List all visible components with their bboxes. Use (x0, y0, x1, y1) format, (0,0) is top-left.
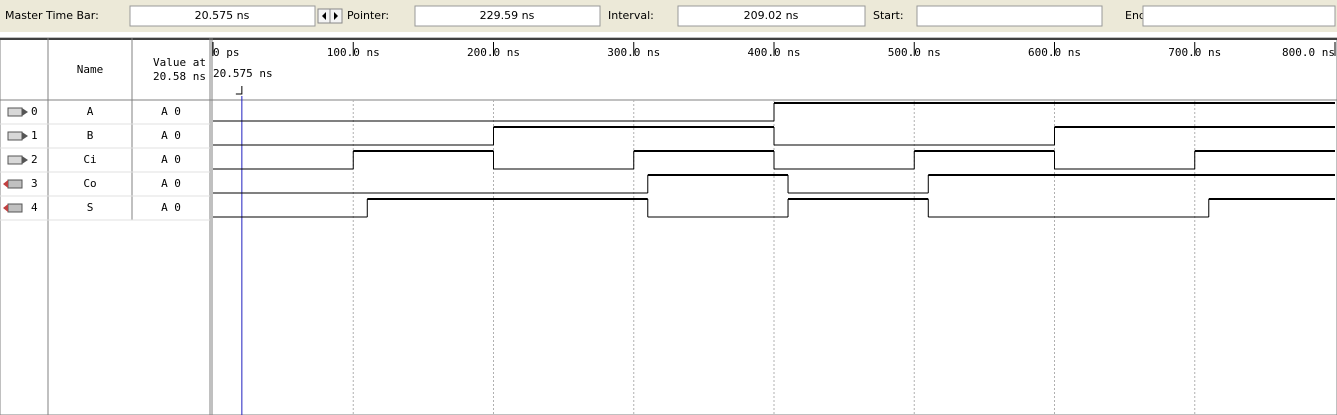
pin-icon (7, 155, 23, 165)
name-header: Name (77, 63, 104, 76)
pin-icon (7, 107, 23, 117)
value-header: 20.58 ns (153, 70, 206, 83)
tick-label: 600.0 ns (1028, 46, 1081, 59)
pin-arrow (22, 108, 28, 116)
tick-label: 100.0 ns (327, 46, 380, 59)
interval-label: Interval: (608, 9, 654, 22)
signal-value: A 0 (161, 129, 181, 142)
signal-name: Ci (83, 153, 96, 166)
pin-icon (7, 131, 23, 141)
tick-label: 300.0 ns (607, 46, 660, 59)
tick-label: 400.0 ns (748, 46, 801, 59)
pin-index: 4 (31, 201, 38, 214)
grid-frame (0, 37, 1337, 415)
tick-label: 0 ps (213, 46, 240, 59)
signal-value: A 0 (161, 201, 181, 214)
master-value: 20.575 ns (195, 9, 250, 22)
tick-label: 500.0 ns (888, 46, 941, 59)
pin-arrow (3, 180, 8, 188)
value-header: Value at (153, 56, 206, 69)
signal-name: A (87, 105, 94, 118)
tick-label: 700.0 ns (1168, 46, 1221, 59)
pointer-value: 229.59 ns (480, 9, 535, 22)
pin-index: 1 (31, 129, 38, 142)
pin-index: 0 (31, 105, 38, 118)
signal-name: B (87, 129, 94, 142)
prev-arrow (322, 12, 326, 20)
pointer-box[interactable] (414, 5, 601, 27)
pin-arrow (3, 204, 8, 212)
pin-arrow (22, 156, 28, 164)
pin-index: 2 (31, 153, 38, 166)
signal-value: A 0 (161, 153, 181, 166)
pin-arrow (22, 132, 28, 140)
signal-value: A 0 (161, 105, 181, 118)
cursor-label: 20.575 ns (213, 67, 273, 80)
interval-box[interactable] (677, 5, 866, 27)
pin-icon (7, 203, 23, 213)
tick-label: 200.0 ns (467, 46, 520, 59)
signal-name: Co (83, 177, 96, 190)
end-box[interactable] (1142, 5, 1336, 27)
master-box[interactable] (129, 5, 316, 27)
cursor-flag (235, 86, 243, 95)
pointer-label: Pointer: (347, 9, 389, 22)
pin-index: 3 (31, 177, 38, 190)
tick-label: 800.0 ns (1282, 46, 1335, 59)
start-box[interactable] (916, 5, 1103, 27)
master-label: Master Time Bar: (5, 9, 99, 22)
signal-value: A 0 (161, 177, 181, 190)
signal-name: S (87, 201, 94, 214)
interval-value: 209.02 ns (744, 9, 799, 22)
pin-icon (7, 179, 23, 189)
start-label: Start: (873, 9, 904, 22)
next-arrow (334, 12, 338, 20)
